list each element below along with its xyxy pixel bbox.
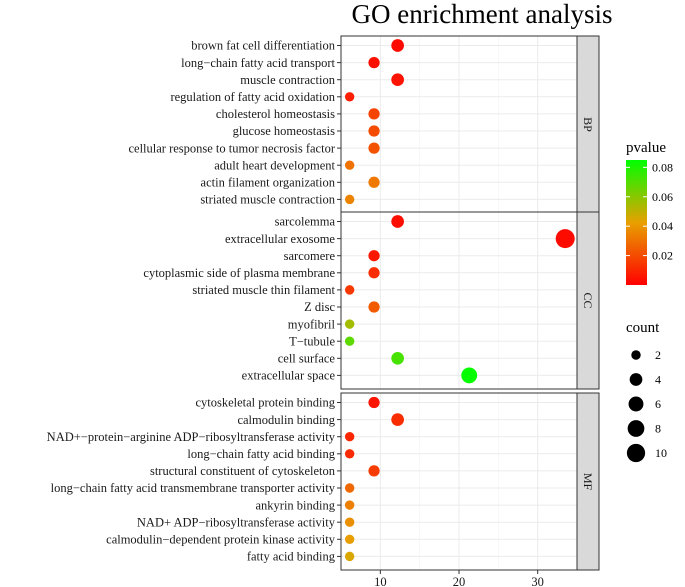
size-legend-label: 2	[655, 348, 661, 362]
data-point	[461, 367, 478, 384]
term-label: Z disc	[304, 300, 335, 314]
term-label: calmodulin−dependent protein kinase acti…	[106, 533, 336, 547]
data-point	[344, 92, 355, 102]
pvalue-colorbar	[626, 160, 647, 285]
term-label: sarcomere	[284, 249, 336, 263]
panel-bp: brown fat cell differentiation long−chain…	[128, 35, 600, 214]
term-label: long−chain fatty acid binding	[187, 447, 335, 461]
data-point	[368, 142, 380, 154]
term-label: long−chain fatty acid transmembrane tran…	[51, 481, 336, 495]
term-label: regulation of fatty acid oxidation	[170, 90, 335, 104]
colorbar-tick-label: 0.04	[652, 219, 673, 233]
panel-mf: cytoskeletal protein binding calmodulin b…	[47, 392, 600, 571]
size-legend-dot	[628, 396, 644, 412]
term-label: ankyrin binding	[255, 498, 335, 512]
term-label: striated muscle thin filament	[192, 283, 335, 297]
data-point	[344, 160, 355, 170]
term-label: cholesterol homeostasis	[216, 107, 335, 121]
pvalue-legend: pvalue 0.02 0.04 0.06 0.08	[626, 140, 673, 285]
facet-panels: brown fat cell differentiation long−chain…	[47, 35, 600, 571]
data-point	[368, 250, 380, 262]
data-point	[391, 39, 404, 52]
size-legend-label: 10	[655, 446, 667, 460]
size-legend-label: 4	[655, 373, 661, 387]
data-point	[368, 465, 380, 477]
term-label: NAD+−protein−arginine ADP−ribosyltransfe…	[47, 430, 336, 444]
term-label: brown fat cell differentiation	[191, 39, 336, 53]
size-legend-label: 8	[655, 422, 661, 436]
x-tick-label: 30	[531, 575, 544, 587]
x-tick-label: 10	[374, 575, 387, 587]
data-point	[391, 413, 404, 426]
term-label: muscle contraction	[240, 73, 336, 87]
chart-title: GO enrichment analysis	[352, 0, 613, 29]
colorbar-tick-label: 0.06	[652, 190, 673, 204]
data-point	[344, 431, 355, 442]
data-point	[391, 215, 404, 228]
term-label: cell surface	[278, 352, 336, 366]
term-label: T−tubule	[289, 334, 335, 348]
term-label: calmodulin binding	[237, 413, 335, 427]
count-legend: count 2 4 6 8 10	[626, 320, 667, 463]
term-label: fatty acid binding	[247, 550, 336, 564]
data-point	[344, 551, 355, 562]
data-point	[344, 517, 355, 527]
term-label: NAD+ ADP−ribosyltransferase activity	[137, 515, 336, 529]
size-legend-dot	[629, 373, 643, 386]
data-point	[368, 267, 380, 279]
facet-strip-label: BP	[581, 117, 595, 132]
data-point	[344, 285, 355, 295]
facet-strip	[576, 211, 600, 390]
term-label: cytoskeletal protein binding	[195, 396, 335, 410]
panel-cc: sarcolemma extracellular exosome sarcomere…	[143, 211, 600, 390]
facet-strip-label: MF	[581, 473, 595, 491]
data-point	[391, 351, 404, 365]
size-legend-dot	[626, 443, 646, 463]
term-label: cellular response to tumor necrosis fact…	[128, 141, 335, 155]
term-label: glucose homeostasis	[233, 124, 336, 138]
data-point	[344, 500, 355, 510]
term-label: extracellular exosome	[225, 232, 335, 246]
size-legend-dot	[627, 420, 645, 437]
data-point	[368, 125, 380, 137]
data-point	[555, 229, 575, 249]
term-label: myofibril	[288, 317, 336, 331]
data-point	[344, 534, 355, 545]
term-label: actin filament organization	[201, 176, 336, 190]
data-point	[368, 396, 380, 409]
size-legend-dot	[631, 350, 641, 360]
term-label: striated muscle contraction	[200, 193, 335, 207]
term-label: structural constituent of cytoskeleton	[150, 464, 336, 478]
x-axis: 10 20 30	[374, 570, 544, 587]
data-point	[368, 56, 380, 69]
data-point	[344, 483, 355, 493]
data-point	[344, 194, 355, 205]
data-point	[344, 336, 355, 346]
term-label: adult heart development	[214, 158, 335, 172]
data-point	[391, 73, 404, 87]
x-tick-label: 20	[453, 575, 466, 587]
data-point	[368, 176, 380, 188]
count-legend-title: count	[626, 320, 660, 336]
term-label: extracellular space	[242, 369, 336, 383]
data-point	[344, 449, 355, 459]
term-label: cytoplasmic side of plasma membrane	[143, 266, 335, 280]
colorbar-tick-label: 0.08	[652, 160, 673, 174]
data-point	[368, 301, 380, 313]
facet-strip-label: CC	[581, 292, 595, 308]
size-legend-label: 6	[655, 397, 661, 411]
term-label: sarcolemma	[275, 215, 336, 229]
data-point	[368, 108, 380, 120]
data-point	[344, 319, 355, 329]
pvalue-legend-title: pvalue	[626, 140, 666, 156]
facet-strip	[576, 392, 600, 571]
term-label: long−chain fatty acid transport	[181, 56, 335, 70]
colorbar-tick-label: 0.02	[652, 249, 673, 263]
